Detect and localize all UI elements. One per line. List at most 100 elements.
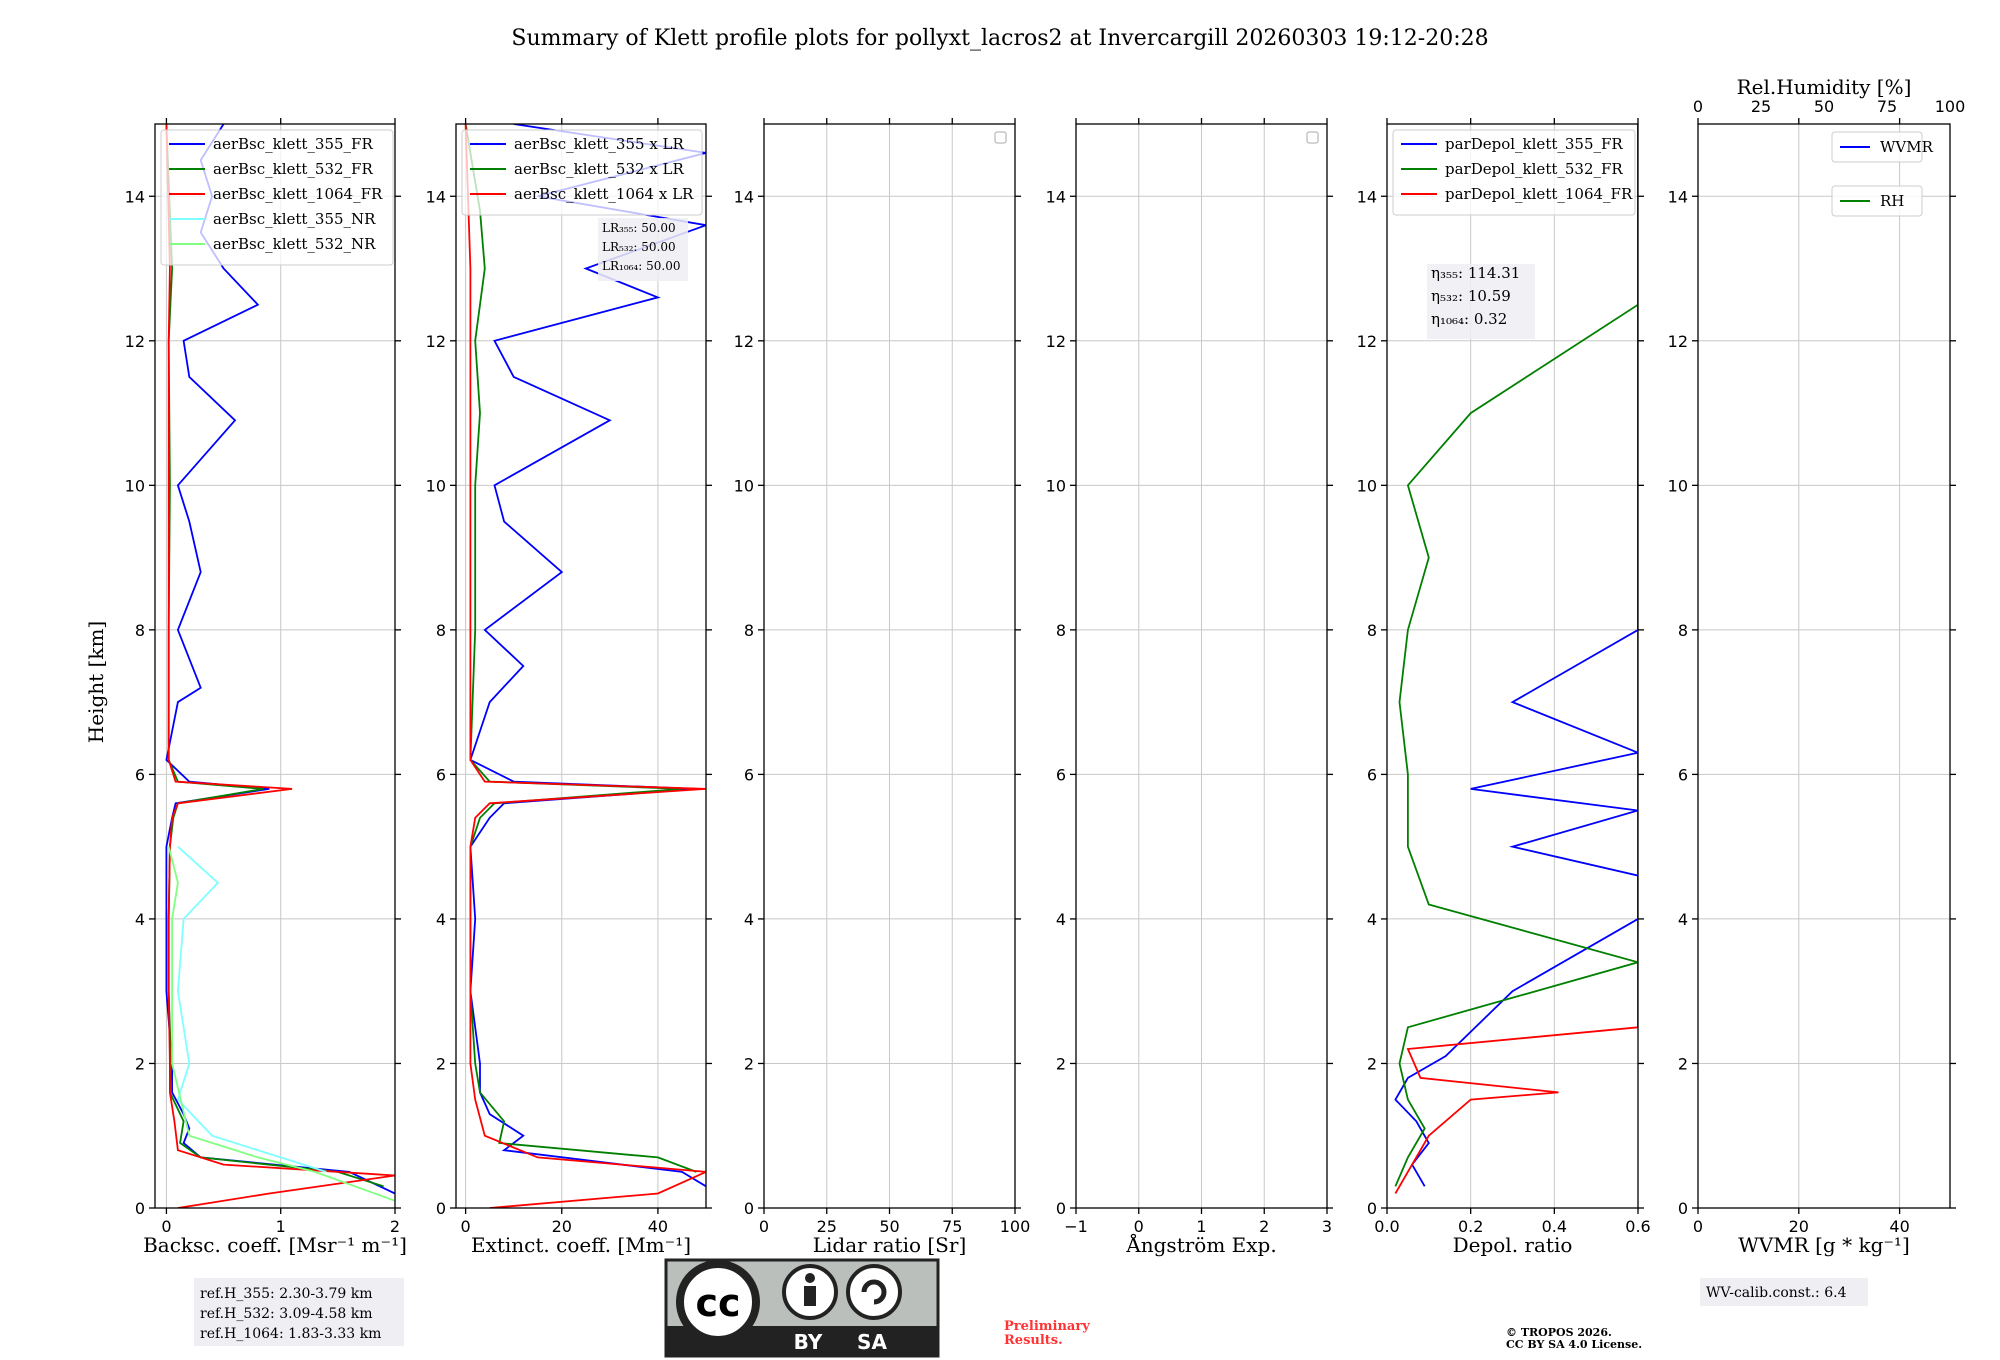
x-tick-label: 0 — [1693, 1217, 1703, 1236]
y-tick-label: 8 — [1056, 621, 1066, 640]
panel-frame — [154, 123, 396, 1209]
y-tick-label: 4 — [1056, 910, 1066, 929]
x-tick-label: 75 — [942, 1217, 962, 1236]
y-tick-label: 2 — [436, 1054, 446, 1073]
legend-label: aerBsc_klett_532_FR — [213, 160, 373, 178]
legend-label: parDepol_klett_355_FR — [1445, 135, 1623, 153]
x-tick-label: 0.4 — [1542, 1217, 1567, 1236]
series-line-aerBsc_klett_355_NR — [176, 846, 327, 1173]
annotation-box — [598, 218, 688, 281]
y-tick-label: 6 — [135, 765, 145, 784]
legend-box — [160, 129, 394, 266]
y-axis-label: Height [km] — [84, 621, 108, 743]
series-line-parDepol_klett_532_FR — [1394, 124, 1638, 1187]
panel-frame — [1386, 123, 1639, 1209]
x-tick-label: 40 — [648, 1217, 668, 1236]
y-tick-label: 10 — [426, 476, 446, 495]
y-tick-label: 10 — [1357, 476, 1377, 495]
copyright-line-1: © TROPOS 2026. — [1506, 1326, 1612, 1339]
y-tick-label: 4 — [436, 910, 446, 929]
legend-label: WVMR — [1880, 138, 1934, 156]
series-line-aerBsc_klett_355 x LR — [469, 124, 706, 1188]
series-line-aerBsc_klett_1064 x LR — [464, 124, 706, 1208]
y-tick-label: 14 — [426, 187, 446, 206]
y-tick-label: 8 — [436, 621, 446, 640]
legend-box — [1831, 131, 1923, 163]
y-tick-label: 10 — [1668, 476, 1688, 495]
y-tick-label: 12 — [1046, 332, 1066, 351]
top-x-tick-label: 0 — [1693, 97, 1703, 116]
x-tick-label: 50 — [879, 1217, 899, 1236]
badge-sa-text: SA — [857, 1330, 887, 1354]
top-x-tick-label: 50 — [1814, 97, 1834, 116]
y-tick-label: 8 — [1367, 621, 1377, 640]
y-tick-label: 6 — [744, 765, 754, 784]
y-tick-label: 2 — [744, 1054, 754, 1073]
annotation-text: η₁₀₆₄: 0.32 — [1431, 310, 1507, 328]
x-tick-label: 0.2 — [1458, 1217, 1483, 1236]
x-tick-label: 2 — [390, 1217, 400, 1236]
annotation-text: η₅₃₂: 10.59 — [1431, 287, 1511, 305]
badge-by-text: BY — [794, 1330, 823, 1354]
y-tick-label: 12 — [1668, 332, 1688, 351]
x-tick-label: 0 — [759, 1217, 769, 1236]
y-tick-label: 4 — [135, 910, 145, 929]
y-tick-label: 6 — [1056, 765, 1066, 784]
x-tick-label: 40 — [1889, 1217, 1909, 1236]
y-tick-label: 2 — [1678, 1054, 1688, 1073]
y-tick-label: 14 — [1357, 187, 1377, 206]
ref-height-355: ref.H_355: 2.30-3.79 km — [200, 1286, 373, 1302]
x-axis-label: Ångström Exp. — [1125, 1232, 1276, 1257]
x-tick-label: 20 — [552, 1217, 572, 1236]
y-tick-label: 12 — [125, 332, 145, 351]
x-tick-label: 25 — [817, 1217, 837, 1236]
empty-legend-box — [994, 131, 1007, 144]
x-tick-label: 0 — [461, 1217, 471, 1236]
cc-license-badge: cc BY SA — [664, 1258, 940, 1358]
sa-share-icon — [846, 1264, 902, 1320]
legend-box — [1392, 129, 1636, 216]
y-tick-label: 12 — [1357, 332, 1377, 351]
y-tick-label: 14 — [125, 187, 145, 206]
preliminary-label-2: Results. — [1004, 1333, 1063, 1348]
top-x-tick-label: 25 — [1751, 97, 1771, 116]
series-line-aerBsc_klett_1064_FR — [165, 124, 395, 1208]
empty-legend-box — [1306, 131, 1319, 144]
top-x-axis-label: Rel.Humidity [%] — [1737, 75, 1912, 99]
y-tick-label: 12 — [426, 332, 446, 351]
annotation-box — [1427, 264, 1535, 339]
legend-label: aerBsc_klett_532_NR — [213, 235, 376, 253]
y-tick-label: 8 — [744, 621, 754, 640]
figure-title: Summary of Klett profile plots for polly… — [511, 26, 1488, 51]
legend-label: aerBsc_klett_355_FR — [213, 135, 373, 153]
y-tick-label: 0 — [1056, 1199, 1066, 1218]
y-tick-label: 10 — [734, 476, 754, 495]
series-line-parDepol_klett_1064_FR — [1394, 124, 1638, 1194]
panel-depol: 0 2 4 6 8 10 12 14 0.0 0.2 0.4 0.6 Depol. ratio parDe… — [1357, 118, 1651, 1257]
x-tick-label: 0 — [1134, 1217, 1144, 1236]
y-tick-label: 14 — [734, 187, 754, 206]
annotation-text: η₃₅₅: 114.31 — [1431, 264, 1520, 282]
y-tick-label: 8 — [1678, 621, 1688, 640]
y-tick-label: 0 — [436, 1199, 446, 1218]
y-tick-label: 6 — [1367, 765, 1377, 784]
legend-label: parDepol_klett_532_FR — [1445, 160, 1623, 178]
panels: 0 2 4 6 8 10 12 14 0 1 2 Backsc. coeff. [Msr⁻¹ m⁻¹]… — [125, 75, 1966, 1257]
series-line-parDepol_klett_355_FR — [1394, 124, 1638, 1187]
annotation-text: LR₅₃₂: 50.00 — [602, 240, 676, 254]
legend-label: aerBsc_klett_1064_FR — [213, 185, 383, 203]
y-tick-label: 2 — [135, 1054, 145, 1073]
y-tick-label: 6 — [1678, 765, 1688, 784]
wv-calib-box — [1700, 1278, 1868, 1306]
x-tick-label: 20 — [1789, 1217, 1809, 1236]
copyright-line-2: CC BY SA 4.0 License. — [1506, 1338, 1642, 1351]
y-tick-label: 14 — [1668, 187, 1688, 206]
y-tick-label: 4 — [1367, 910, 1377, 929]
x-axis-label: Lidar ratio [Sr] — [813, 1233, 967, 1257]
y-tick-label: 2 — [1056, 1054, 1066, 1073]
x-axis-label: Backsc. coeff. [Msr⁻¹ m⁻¹] — [143, 1233, 407, 1257]
x-tick-label: 3 — [1322, 1217, 1332, 1236]
